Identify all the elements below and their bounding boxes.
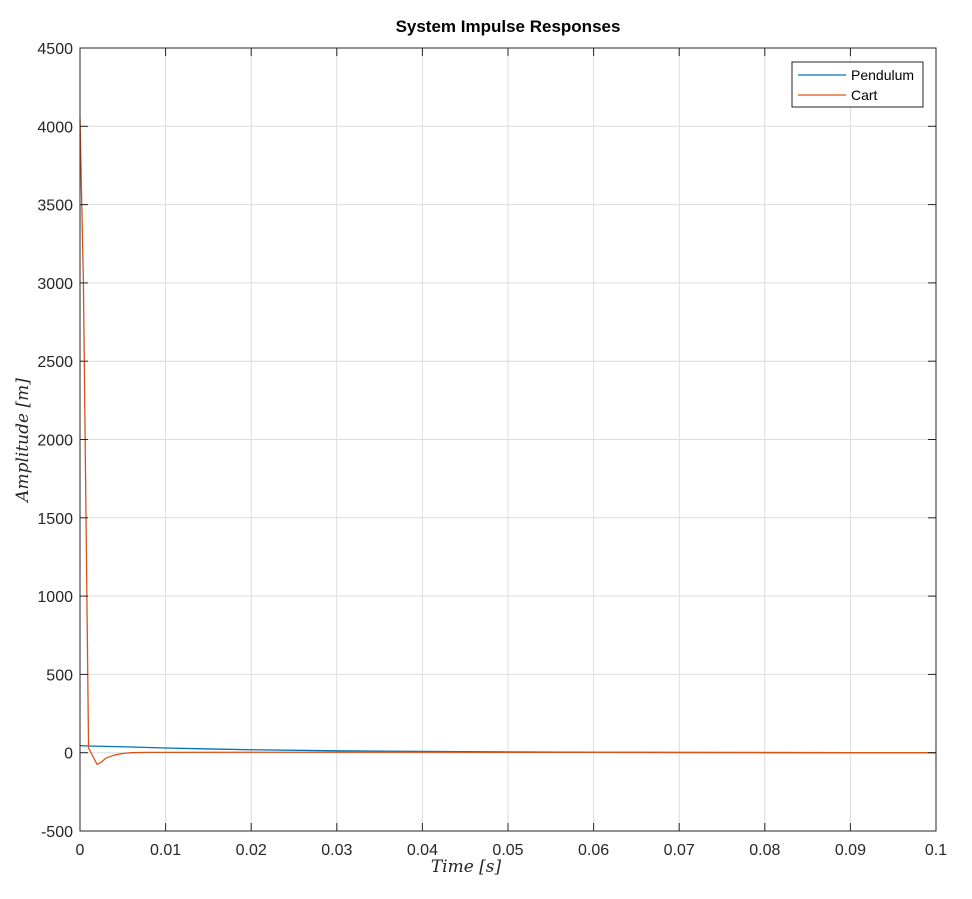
ticks: 0 0.01 0.02 0.03 0.04 0.05 0.06 0.07 0.08 0.09 0.1… bbox=[37, 41, 947, 859]
legend-label-pendulum: Pendulum bbox=[851, 67, 914, 83]
chart-title: System Impulse Responses bbox=[396, 17, 621, 36]
x-tick-label: 0.05 bbox=[492, 842, 523, 859]
x-axis-label: Time [s] bbox=[431, 857, 502, 877]
x-tick-label: 0 bbox=[76, 842, 85, 859]
x-tick-label: 0.06 bbox=[578, 842, 609, 859]
y-tick-label: 500 bbox=[46, 667, 73, 684]
legend: Pendulum Cart bbox=[791, 61, 924, 108]
series-line-cart bbox=[79, 118, 936, 766]
x-tick-label: 0.08 bbox=[749, 842, 780, 859]
x-tick-label: 0.01 bbox=[150, 842, 181, 859]
y-axis-label: Amplitude [m] bbox=[13, 378, 33, 504]
y-tick-label: 0 bbox=[64, 746, 73, 763]
y-tick-label: 2500 bbox=[37, 354, 73, 371]
y-tick-label: 3000 bbox=[37, 276, 73, 293]
x-tick-label: 0.07 bbox=[664, 842, 695, 859]
y-tick-label: 1000 bbox=[37, 589, 73, 606]
x-tick-label: 0.1 bbox=[925, 842, 947, 859]
legend-box bbox=[791, 61, 924, 108]
legend-label-cart: Cart bbox=[851, 87, 878, 103]
x-tick-label: 0.02 bbox=[236, 842, 267, 859]
y-tick-label: 4500 bbox=[37, 41, 73, 58]
series-layer bbox=[79, 118, 937, 766]
y-tick-label: 2000 bbox=[37, 433, 73, 450]
y-tick-label: 1500 bbox=[37, 511, 73, 528]
y-tick-label: 3500 bbox=[37, 198, 73, 215]
y-tick-label: -500 bbox=[41, 824, 73, 841]
y-tick-label: 4000 bbox=[37, 119, 73, 136]
x-tick-label: 0.03 bbox=[321, 842, 352, 859]
x-tick-label: 0.04 bbox=[407, 842, 438, 859]
x-tick-label: 0.09 bbox=[835, 842, 866, 859]
